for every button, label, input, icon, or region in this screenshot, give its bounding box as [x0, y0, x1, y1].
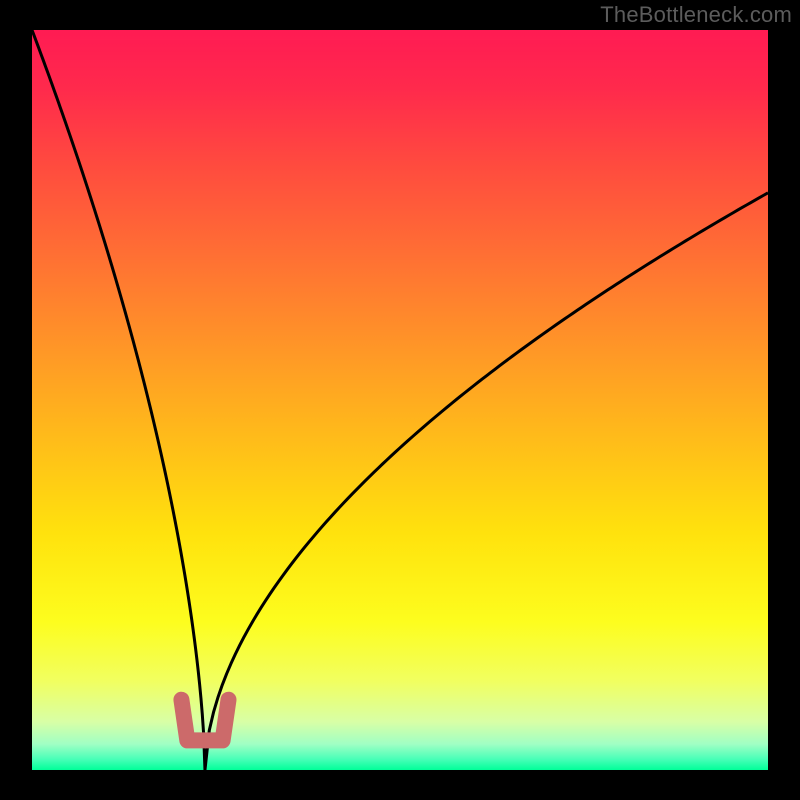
- plot-gradient: [32, 30, 768, 770]
- chart-svg: [0, 0, 800, 800]
- chart-stage: TheBottleneck.com: [0, 0, 800, 800]
